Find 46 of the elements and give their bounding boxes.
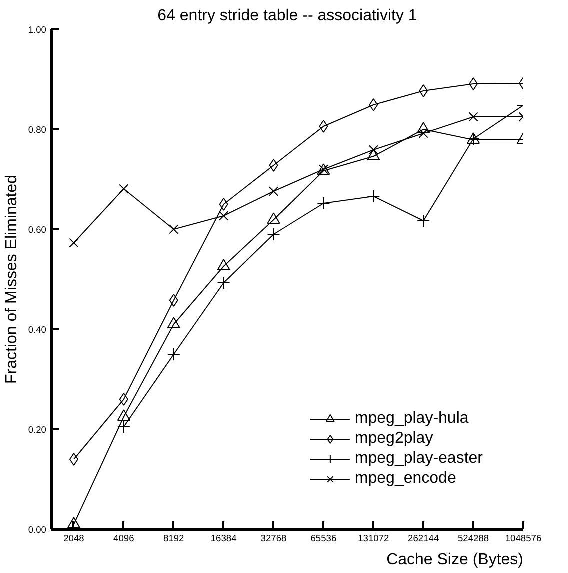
x-axis-title: Cache Size (Bytes) [386,552,524,568]
x-tick-label: 65536 [310,534,337,544]
point [119,393,128,406]
y-tick-label: 0.40 [28,325,46,335]
point [469,78,478,90]
point [219,198,228,211]
point [417,214,430,228]
legend-label: mpeg2play [354,430,434,448]
point [269,186,279,196]
point [169,294,178,307]
legend-label: mpeg_play-easter [354,450,483,468]
point [418,128,428,138]
point [269,159,278,172]
point [69,238,79,248]
point [367,190,380,203]
point [219,211,229,221]
point [468,112,478,122]
legend-label: mpeg_play-hula [354,410,469,428]
point [419,84,428,98]
x-tick-label: 16384 [210,534,237,544]
point [117,420,130,434]
x-tick-label: 32768 [260,534,287,544]
y-tick-label: 0.20 [28,425,46,435]
chart-title: 64 entry stride table -- associativity 1 [158,8,418,24]
x-tick-label: 524288 [458,534,490,544]
x-tick-label: 4096 [114,534,134,544]
point [319,120,328,133]
point [267,228,280,241]
x-tick-label: 8192 [163,534,184,544]
x-tick-label: 131072 [358,534,390,544]
x-tick-label: 1048576 [505,534,542,544]
y-tick-label: 0.60 [28,225,46,235]
y-tick-label: 1.00 [28,25,46,35]
point [369,98,378,112]
point [169,224,179,234]
point [69,453,78,466]
point [317,197,330,210]
y-tick-label: 0.80 [28,125,46,135]
point [167,348,180,361]
point [119,184,129,194]
y-tick-label: 0.00 [28,525,46,535]
point [217,276,230,290]
x-tick-label: 2048 [64,534,84,544]
y-axis-title: Fraction of Misses Eliminated [3,175,20,384]
legend-label: mpeg_encode [354,470,456,488]
x-tick-label: 262144 [408,534,440,544]
